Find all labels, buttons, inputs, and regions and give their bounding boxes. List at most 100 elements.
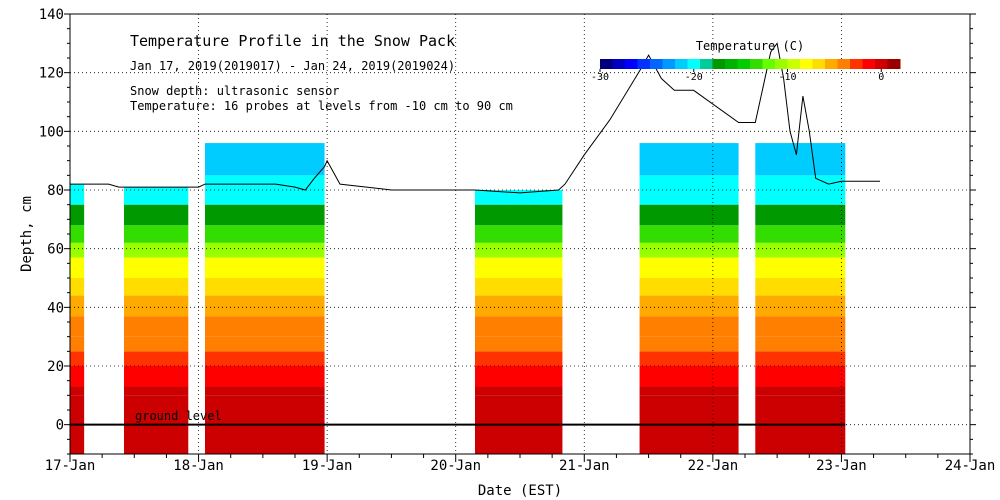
y-tick-label: 60 bbox=[47, 242, 64, 258]
heat-cell-seg0-band11 bbox=[70, 204, 85, 226]
heat-cell-seg3-band12 bbox=[475, 190, 563, 205]
heat-cell-seg1-band7 bbox=[124, 278, 189, 296]
x-tick-label: 19-Jan bbox=[302, 458, 353, 474]
heat-cell-seg4-band3 bbox=[639, 351, 739, 366]
snow-depth-series bbox=[70, 42, 880, 194]
heat-cell-seg3-band10 bbox=[475, 225, 563, 243]
x-tick-label: 17-Jan bbox=[45, 458, 96, 474]
heat-cell-seg1-band3 bbox=[124, 351, 189, 366]
heat-cell-seg4-band7 bbox=[639, 278, 739, 296]
heat-cell-seg0-band5 bbox=[70, 316, 85, 337]
colorbar-cell bbox=[737, 59, 751, 69]
heat-cell-seg5-band12 bbox=[755, 175, 846, 205]
heat-cell-seg1-band10 bbox=[124, 225, 189, 243]
colorbar-cell bbox=[637, 59, 651, 69]
snow-depth-line bbox=[70, 42, 880, 194]
colorbar-cell bbox=[775, 59, 788, 69]
heat-cell-seg2-band7 bbox=[205, 278, 325, 296]
heat-cell-seg3-band4 bbox=[475, 336, 563, 352]
colorbar-tick-label: -10 bbox=[778, 72, 796, 83]
heat-cell-seg2-band10 bbox=[205, 225, 325, 243]
y-tick-label: 40 bbox=[47, 300, 64, 316]
heat-cell-seg4-band13 bbox=[639, 143, 739, 176]
colorbar-cell bbox=[862, 59, 876, 69]
colorbar-cell bbox=[612, 59, 626, 69]
heat-cell-seg3-band6 bbox=[475, 295, 563, 317]
heat-cell-seg3-band11 bbox=[475, 204, 563, 226]
heat-cell-seg5-band5 bbox=[755, 316, 846, 337]
heat-cell-seg4-band5 bbox=[639, 316, 739, 337]
heat-cell-seg4-band9 bbox=[639, 242, 739, 258]
y-tick-label: 140 bbox=[39, 7, 64, 23]
heat-cell-seg5-band3 bbox=[755, 351, 846, 366]
heat-cell-seg4-band11 bbox=[639, 204, 739, 226]
x-axis-ticks: 17-Jan 18-Jan 19-Jan 20-Jan 21-Jan 22-Jan 23-J… bbox=[45, 454, 996, 474]
colorbar-cell bbox=[800, 59, 813, 69]
y-tick-label: 80 bbox=[47, 183, 64, 199]
ground-level-label: ground level bbox=[135, 409, 222, 423]
y-tick-label: 120 bbox=[39, 66, 64, 82]
heat-cell-seg4-band8 bbox=[639, 257, 739, 278]
colorbar-cell bbox=[850, 59, 863, 69]
y-tick-label: 100 bbox=[39, 124, 64, 140]
heat-cell-seg0-band9 bbox=[70, 242, 85, 258]
heat-cell-seg3-band3 bbox=[475, 351, 563, 366]
heat-cell-seg1-band11 bbox=[124, 204, 189, 226]
heat-cell-seg5-band2 bbox=[755, 366, 846, 387]
colorbar-cell bbox=[687, 59, 701, 69]
note-temperature: Temperature: 16 probes at levels from -1… bbox=[130, 99, 513, 113]
heat-cell-seg0-band12 bbox=[70, 184, 85, 205]
heat-cell-seg2-band6 bbox=[205, 295, 325, 317]
note-snow-depth: Snow depth: ultrasonic sensor bbox=[130, 84, 340, 98]
heat-cell-seg0-band1 bbox=[70, 386, 85, 396]
heat-cell-seg1-band1 bbox=[124, 386, 189, 396]
colorbar-cell bbox=[625, 59, 638, 69]
colorbar-tick-label: -30 bbox=[591, 72, 609, 83]
heat-cell-seg0-band2 bbox=[70, 366, 85, 387]
heat-cell-seg3-band9 bbox=[475, 242, 563, 258]
y-tick-label: 0 bbox=[56, 418, 64, 434]
heat-cell-seg2-band9 bbox=[205, 242, 325, 258]
heat-cell-seg0-band4 bbox=[70, 336, 85, 352]
heat-cell-seg2-band13 bbox=[205, 143, 325, 176]
colorbar-cell bbox=[887, 59, 901, 69]
colorbar-cell bbox=[725, 59, 738, 69]
y-axis-label: Depth, cm bbox=[19, 196, 35, 272]
colorbar-cell bbox=[712, 59, 726, 69]
colorbar-tick-label: 0 bbox=[878, 72, 884, 83]
heat-cell-seg2-band4 bbox=[205, 336, 325, 352]
colorbar: Temperature (C) -30 -20 -10 0 bbox=[591, 39, 901, 83]
colorbar-label: Temperature (C) bbox=[696, 39, 804, 53]
heat-cell-seg1-band2 bbox=[124, 366, 189, 387]
heat-cell-seg3-band7 bbox=[475, 278, 563, 296]
heat-cell-seg3-band2 bbox=[475, 366, 563, 387]
colorbar-cell bbox=[662, 59, 676, 69]
y-axis-ticks: 0 20 40 60 80 100 120 140 bbox=[39, 7, 976, 455]
heat-cell-seg4-band6 bbox=[639, 295, 739, 317]
heat-cell-seg4-band10 bbox=[639, 225, 739, 243]
heat-cell-seg3-band1 bbox=[475, 386, 563, 396]
heat-cell-seg5-band13 bbox=[755, 143, 846, 176]
colorbar-cell bbox=[825, 59, 838, 69]
colorbar-cell bbox=[650, 59, 663, 69]
heat-cell-seg0-band6 bbox=[70, 295, 85, 317]
y-tick-label: 20 bbox=[47, 359, 64, 375]
heat-cell-seg1-band5 bbox=[124, 316, 189, 337]
x-tick-label: 24-Jan bbox=[945, 458, 996, 474]
heat-cell-seg5-band4 bbox=[755, 336, 846, 352]
heat-cell-seg5-band8 bbox=[755, 257, 846, 278]
heat-cell-seg0-band10 bbox=[70, 225, 85, 243]
grid-lines bbox=[70, 14, 970, 454]
heat-cell-seg5-band6 bbox=[755, 295, 846, 317]
heat-cell-seg5-band10 bbox=[755, 225, 846, 243]
colorbar-cell bbox=[812, 59, 826, 69]
colorbar-cell bbox=[700, 59, 713, 69]
colorbar-cell bbox=[837, 59, 851, 69]
heat-cell-seg2-band1 bbox=[205, 386, 325, 396]
x-tick-label: 23-Jan bbox=[816, 458, 867, 474]
x-tick-label: 18-Jan bbox=[173, 458, 224, 474]
heat-cell-seg3-band8 bbox=[475, 257, 563, 278]
heat-cell-seg0-band3 bbox=[70, 351, 85, 366]
colorbar-tick-label: -20 bbox=[685, 72, 703, 83]
heat-cell-seg5-band1 bbox=[755, 386, 846, 396]
